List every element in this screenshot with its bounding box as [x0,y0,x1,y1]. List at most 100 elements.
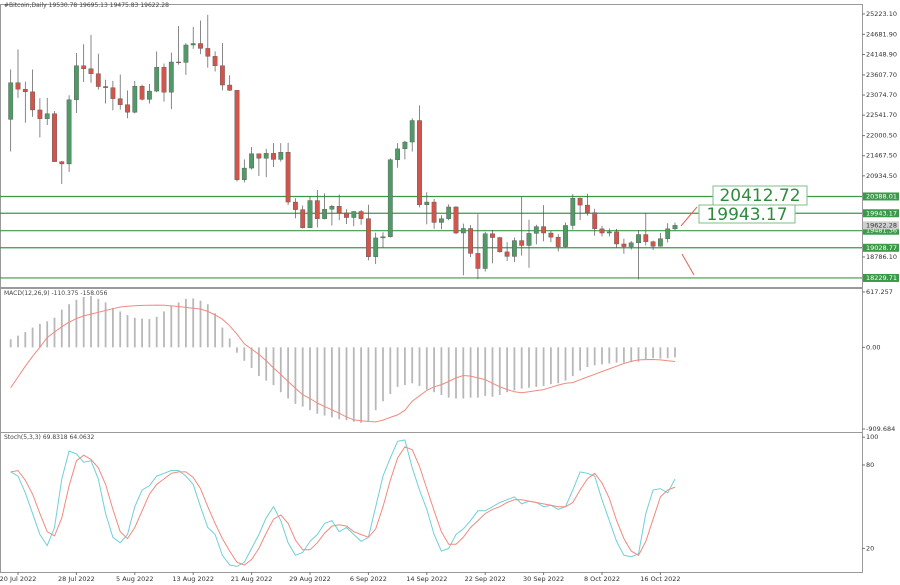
current-price-box [863,221,899,230]
macd-bar [170,306,173,348]
level-label-box [863,209,899,218]
candle-body [563,225,568,247]
macd-bar [513,347,516,391]
candle-body [548,232,554,238]
level-label: 19028.77 [866,244,897,252]
macd-bar [462,347,465,399]
macd-bar [593,347,596,366]
macd-bar [104,302,107,348]
candle-body [161,67,167,93]
y-tick-label: 20 [866,544,874,552]
candle-body [409,120,415,143]
candle-body [125,104,130,113]
macd-bar [236,347,238,353]
candle-body [395,148,400,160]
candle-body [37,109,43,119]
macd-bar [39,324,41,348]
macd-bar [550,347,552,385]
candle-body [154,67,160,92]
candle-body [577,198,583,206]
candle-body [22,88,28,93]
candle-body [468,228,473,254]
macd-bar [469,347,472,398]
macd-bar [433,347,435,393]
current-price-label: 19622.28 [866,221,897,229]
macd-bar [615,347,618,363]
macd-bar [279,347,282,393]
candle-body [504,251,510,257]
candle-body [380,236,386,239]
macd-bar [9,339,12,348]
candle-body [650,241,656,247]
macd-bar [374,347,377,411]
candle-body [52,113,57,162]
macd-bar [455,347,457,399]
macd-bar [601,347,603,365]
macd-bar [425,347,428,390]
x-tick-label: 8 Oct 2022 [584,575,620,583]
candle-body [490,233,495,238]
annotation: 20412.72 [719,186,800,206]
macd-bar [60,309,63,348]
macd-bar [265,347,268,381]
x-tick-label: 6 Sep 2022 [350,575,387,583]
candle-body [44,113,50,119]
candle-body [219,65,225,86]
macd-bar [652,347,654,359]
macd-bar [301,347,304,407]
macd-bar [608,347,611,364]
macd-bar [46,321,49,348]
macd-bar [97,298,100,348]
macd-bar [112,307,114,348]
annotation-box [698,204,796,224]
candle-body [366,218,371,257]
candle-body [241,167,247,180]
macd-bar [418,347,421,386]
macd-bar [666,347,669,359]
y-tick-label: 80 [866,461,874,469]
y-tick-label: 22000.50 [866,132,897,140]
stoch-signal-value: 64.0632 [70,434,95,441]
candle-body [358,211,364,219]
macd-bar [163,311,165,348]
candle-body [585,204,590,213]
candle-body [606,231,612,234]
macd-bar [206,304,209,348]
macd-bar [82,297,85,348]
candle-body [344,212,349,218]
y-tick-label: -909.684 [866,425,895,433]
candle-body [168,61,174,93]
candle-body [176,61,181,64]
candle-body [512,240,517,257]
macd-bar [294,347,297,404]
macd-bar [228,338,231,348]
macd-signal-line [10,304,676,423]
macd-bar [133,317,136,348]
macd-bar [586,347,589,368]
candle-body [293,201,298,210]
candle-body [636,234,641,244]
level-label-box [863,273,899,282]
candle-body [672,225,678,230]
candle-body [198,43,203,49]
candle-body [88,68,94,74]
macd-bar [272,347,275,386]
candle-body [117,98,123,105]
candle-body [15,82,21,90]
y-tick-label: 22541.70 [866,111,897,119]
macd-bar [447,347,450,398]
candle-body [424,201,430,205]
y-tick-label: 23607.70 [866,71,897,79]
candle-body [227,84,233,91]
candle-body [446,206,452,219]
y-tick-label: 21467.50 [866,152,897,160]
x-tick-label: 22 Sep 2022 [465,575,506,583]
last-close: 19622.28 [140,2,169,9]
level-label-box [863,192,899,201]
candle-body [373,237,379,257]
candle-body [665,228,671,239]
candle-body [519,240,525,246]
stoch-title: Stoch(5,3,3) 69.8318 64.0632 [4,434,95,441]
candle-body [146,90,152,100]
